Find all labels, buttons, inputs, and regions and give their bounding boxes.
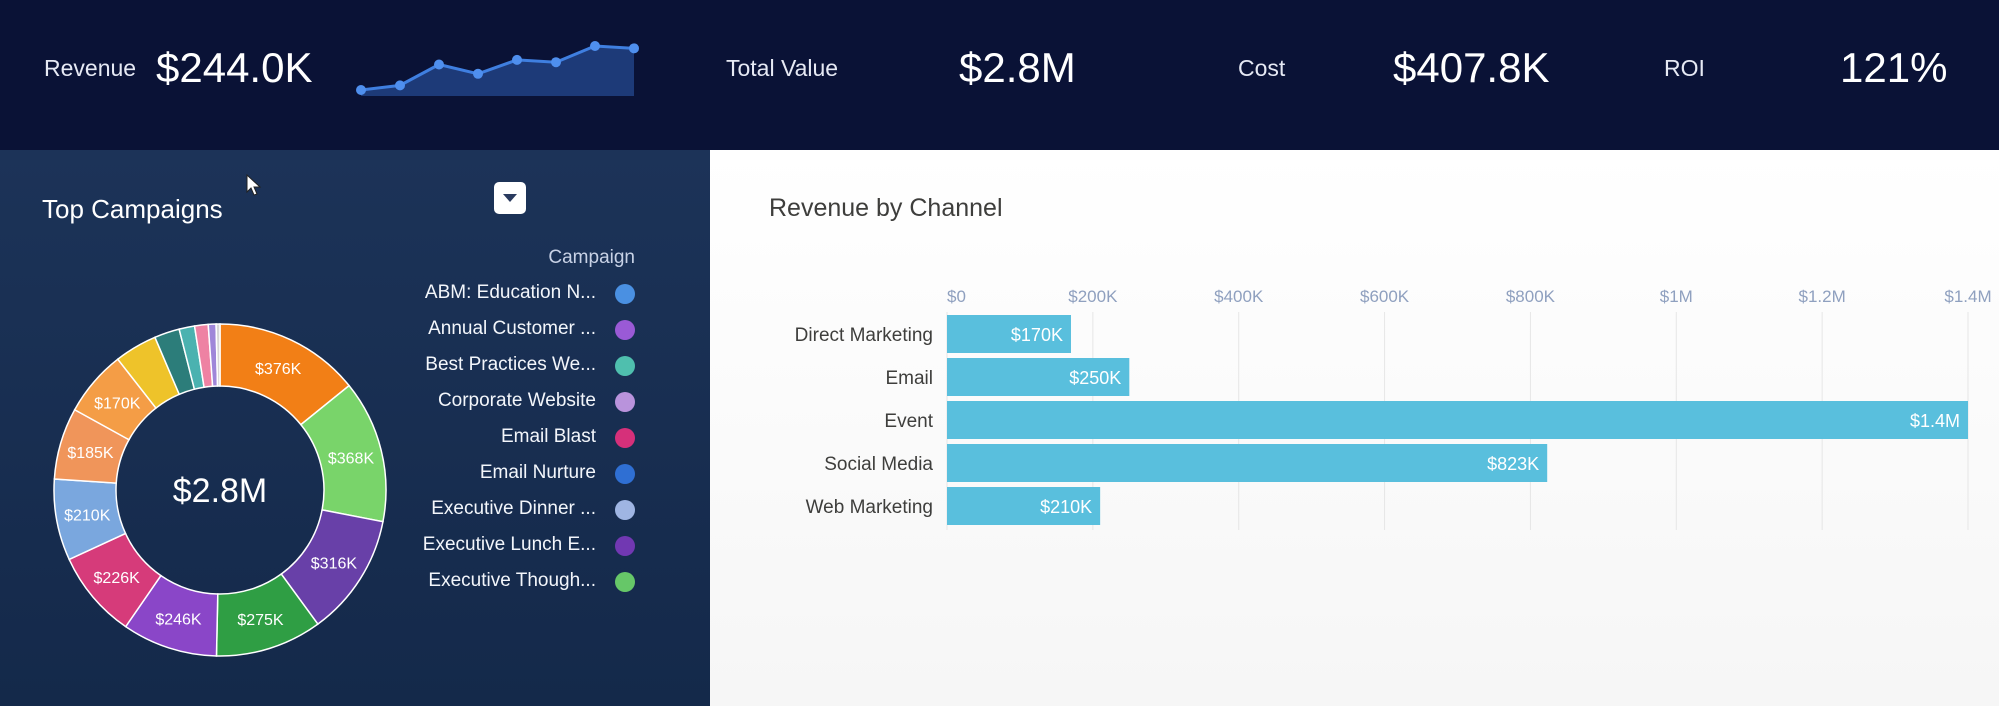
slice-label: $170K <box>94 395 141 412</box>
revenue-sparkline <box>356 41 639 96</box>
legend-label: Annual Customer ... <box>428 318 596 339</box>
legend-swatch <box>615 392 635 412</box>
slice-label: $316K <box>311 555 358 572</box>
revenue-by-channel-panel: Revenue by Channel $0 $200K $400K $600K $800… <box>710 150 1999 706</box>
revenue-label: Revenue <box>44 55 137 81</box>
bar[interactable] <box>947 487 1101 525</box>
legend-swatch <box>615 284 635 304</box>
legend-item[interactable]: Executive Dinner ... <box>380 496 636 526</box>
x-tick-label: $400K <box>1214 287 1264 306</box>
legend-label: Email Blast <box>500 426 596 447</box>
bar[interactable] <box>947 315 1071 353</box>
legend-item[interactable]: Annual Customer ... <box>380 316 636 346</box>
category-label: Social Media <box>824 454 933 475</box>
slice-label: $376K <box>255 361 302 378</box>
legend-item[interactable]: Best Practices We... <box>380 352 636 382</box>
slice-label: $246K <box>155 611 202 628</box>
revenue-by-channel-chart: $0 $200K $400K $600K $800K $1M $1.2M $1.4M Direc… <box>795 287 1992 530</box>
legend-label: ABM: Education N... <box>424 282 596 303</box>
legend-label: Executive Though... <box>428 570 596 591</box>
chart-title: Revenue by Channel <box>769 194 1003 222</box>
sparkline-point <box>473 68 483 79</box>
x-tick-label: $800K <box>1506 287 1556 306</box>
panel-title: Top Campaigns <box>42 194 223 224</box>
chevron-down-icon[interactable] <box>494 182 526 214</box>
x-tick-label: $1.4M <box>1944 287 1991 306</box>
bar[interactable] <box>947 401 1968 439</box>
legend-label: Best Practices We... <box>425 354 596 375</box>
sparkline-point <box>356 85 366 95</box>
roi-label: ROI <box>1664 55 1705 81</box>
sparkline-point <box>590 41 600 51</box>
category-label: Event <box>884 411 933 432</box>
donut-slice[interactable] <box>215 323 221 387</box>
total-value-label: Total Value <box>726 55 839 81</box>
sparkline-point <box>395 80 405 91</box>
category-label: Email <box>885 368 933 389</box>
sparkline-point <box>512 54 522 65</box>
legend-label: Corporate Website <box>437 390 596 411</box>
bar-value-label: $210K <box>1040 497 1092 517</box>
x-tick-label: $1M <box>1660 287 1693 306</box>
x-tick-label: $0 <box>947 287 966 306</box>
legend-item[interactable]: Executive Though... <box>380 568 636 598</box>
revenue-value: $244.0K <box>156 44 313 91</box>
legend-title: Campaign <box>548 247 635 268</box>
sparkline-point <box>629 43 639 54</box>
sparkline-line <box>360 44 635 92</box>
slice-label: $275K <box>237 612 284 629</box>
sparkline-point <box>551 57 561 68</box>
slice-label: $185K <box>67 445 114 462</box>
cursor-icon <box>246 174 262 196</box>
legend-item[interactable]: Executive Lunch E... <box>380 532 636 562</box>
roi-value: 121% <box>1840 44 1948 91</box>
bar-value-label: $170K <box>1011 325 1063 345</box>
sparkline-point <box>434 59 444 70</box>
legend-label: Executive Lunch E... <box>422 534 596 555</box>
bar[interactable] <box>947 444 1548 482</box>
legend-swatch <box>615 500 635 520</box>
campaign-donut-chart: $376K $368K $316K $275K $246K $226K $210K $185K… <box>53 323 387 657</box>
x-tick-label: $600K <box>1360 287 1410 306</box>
legend-swatch <box>615 356 635 376</box>
slice-label: $210K <box>64 507 111 524</box>
kpi-header: Revenue $244.0K Total Value $2.8M Cost $… <box>0 0 1999 150</box>
top-campaigns-panel: Top Campaigns $376K $368K $316K $275K $246K $… <box>0 150 710 706</box>
total-value-value: $2.8M <box>959 44 1076 91</box>
legend-item[interactable]: Corporate Website <box>380 388 636 418</box>
bar-value-label: $1.4M <box>1910 411 1960 431</box>
legend-label: Executive Dinner ... <box>431 498 596 519</box>
cost-label: Cost <box>1238 55 1286 81</box>
bar-value-label: $823K <box>1487 454 1539 474</box>
legend-item[interactable]: Email Blast <box>380 424 636 454</box>
legend-swatch <box>615 464 635 484</box>
cost-value: $407.8K <box>1393 44 1550 91</box>
bar-value-label: $250K <box>1069 368 1121 388</box>
legend-swatch <box>615 428 635 448</box>
legend-item[interactable]: Email Nurture <box>380 460 636 490</box>
category-label: Direct Marketing <box>795 325 933 346</box>
legend-label: Email Nurture <box>479 462 596 483</box>
slice-label: $226K <box>94 570 141 587</box>
donut-center-total: $2.8M <box>173 472 268 510</box>
legend-swatch <box>615 536 635 556</box>
x-tick-label: $200K <box>1068 287 1118 306</box>
legend-swatch <box>615 320 635 340</box>
legend-item[interactable]: ABM: Education N... <box>380 280 636 310</box>
legend-swatch <box>615 572 635 592</box>
x-tick-label: $1.2M <box>1799 287 1846 306</box>
slice-label: $368K <box>328 450 375 467</box>
category-label: Web Marketing <box>806 497 933 518</box>
bar[interactable] <box>947 358 1130 396</box>
